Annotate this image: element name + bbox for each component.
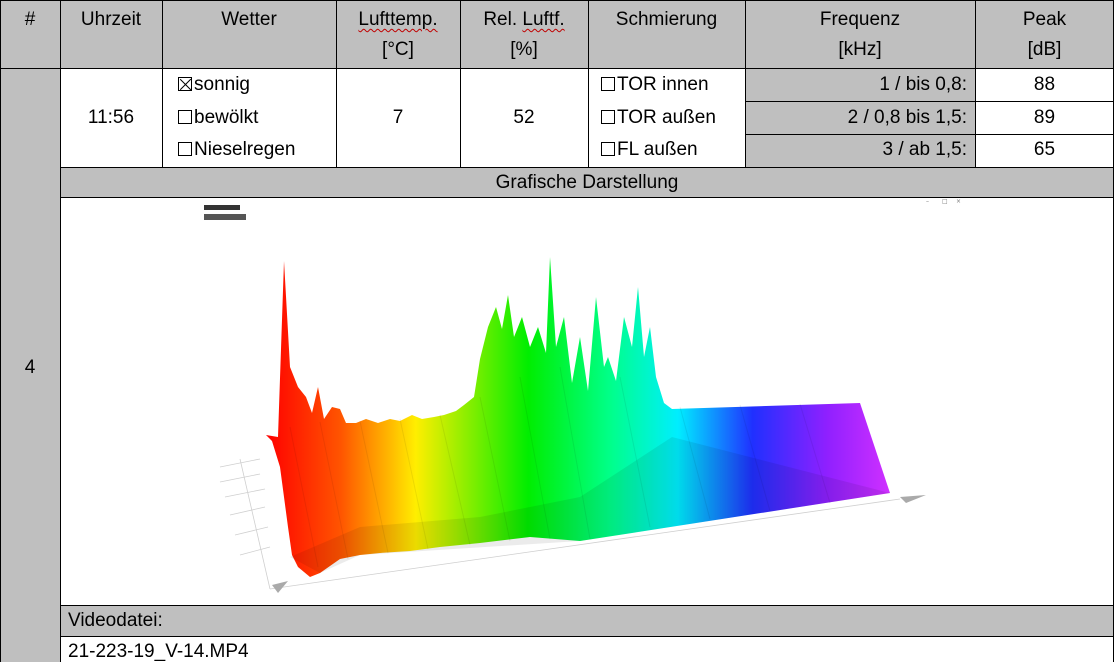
header-humidity-word: Luftf. [522,9,565,30]
lubrication-option-tor-inner[interactable]: TOR innen [601,73,745,97]
frequency-bands-cell [745,68,975,167]
header-air-temp-unit: [°C] [382,39,414,60]
weather-option-label: sonnig [194,74,250,95]
grid-line [460,0,461,167]
header-peak-unit: [dB] [1027,39,1062,60]
entry-time: 11:56 [87,107,135,128]
checkbox-unchecked-icon[interactable] [178,110,192,124]
surface-mesh [289,366,831,568]
peak-value-1: 88 [1033,74,1056,95]
spectrogram-graphic: – □ × [204,198,961,593]
svg-text:–: – [926,198,929,205]
weather-option-cloudy[interactable]: bewölkt [178,106,336,130]
checkbox-unchecked-icon[interactable] [178,142,192,156]
grid-line [745,101,1114,102]
grid-line [60,605,1114,606]
grid-line [60,167,1114,168]
grid-line [60,197,1114,198]
svg-text:□: □ [942,198,948,205]
grid-line [0,68,1114,69]
grid-line [0,0,1114,1]
header-lubrication: Schmierung [615,9,718,30]
lubrication-option-label: FL außen [617,139,698,160]
grid-line [588,0,589,167]
video-label: Videodatei: [68,610,163,631]
peak-value-3: 65 [1033,139,1056,160]
spectrogram-3d-plot: – □ × [60,197,1114,605]
weather-option-label: bewölkt [194,107,259,128]
lubrication-option-tor-outer[interactable]: TOR außen [601,106,745,130]
header-air-temp: Lufttemp. [336,8,460,32]
plot-axes [219,458,901,590]
header-air-temp-label: Lufttemp. [358,9,438,30]
weather-option-sunny[interactable]: sonnig [178,73,336,97]
frequency-band-1: 1 / bis 0,8: [879,74,967,95]
header-number: # [24,9,36,30]
grid-line [975,0,976,167]
grid-line [745,0,746,167]
video-label-bar [60,605,1114,636]
header-row [0,0,1114,68]
grid-line [60,0,61,662]
grid-line [745,134,1114,135]
frequency-band-2: 2 / 0,8 bis 1,5: [847,107,967,128]
grid-line [336,0,337,167]
checkbox-checked-icon[interactable] [178,77,192,91]
svg-text:×: × [956,198,961,205]
header-humidity-prefix: Rel. [483,9,518,30]
entry-number-cell [0,68,60,662]
lubrication-option-label: TOR innen [617,74,709,95]
grid-line [60,636,1114,637]
header-humidity-unit: [%] [510,39,538,60]
lubrication-option-label: TOR außen [617,107,716,128]
checkbox-unchecked-icon[interactable] [601,110,615,124]
thumbnail-bar [204,205,240,210]
checkbox-unchecked-icon[interactable] [601,77,615,91]
grid-line [0,0,1,662]
peak-value-2: 89 [1033,107,1056,128]
video-filename[interactable]: 21-223-19_V-14.MP4 [68,641,249,662]
header-peak: Peak [1022,9,1067,30]
header-frequency-unit: [kHz] [838,39,882,60]
weather-option-label: Nieselregen [194,139,296,160]
header-time: Uhrzeit [80,9,142,30]
header-frequency: Frequenz [819,9,901,30]
entry-humidity: 52 [513,107,535,128]
thumbnail-bar [204,214,246,220]
grid-line [162,0,163,167]
frequency-band-3: 3 / ab 1,5: [882,139,967,160]
entry-air-temp: 7 [392,107,404,128]
weather-option-drizzle[interactable]: Nieselregen [178,138,336,162]
checkbox-unchecked-icon[interactable] [601,142,615,156]
graphic-section-title: Grafische Darstellung [495,172,679,193]
header-humidity: Rel. Luftf. [460,8,588,32]
spectrum-surface [266,257,890,577]
entry-number: 4 [24,357,36,378]
graphic-section-header [60,167,1114,197]
lubrication-option-fl-outer[interactable]: FL außen [601,138,745,162]
header-weather: Wetter [221,9,277,30]
